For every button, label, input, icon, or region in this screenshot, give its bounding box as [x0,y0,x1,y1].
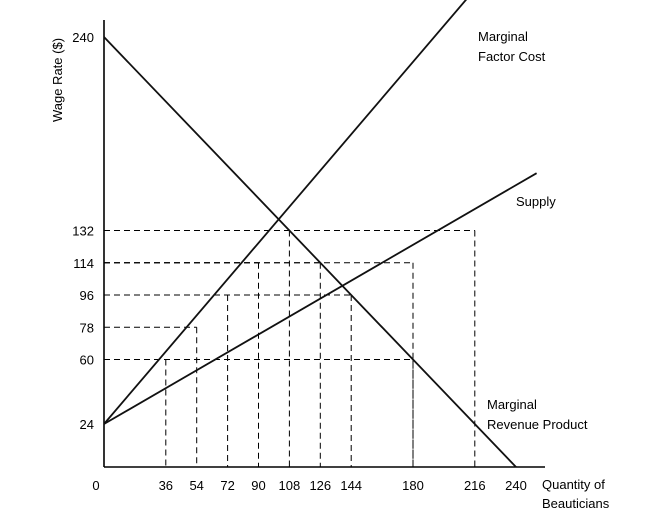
x-tick-label-180: 180 [402,478,424,493]
mrp-label-line-2: Revenue Product [487,417,588,432]
y-tick-label-114: 114 [73,256,94,271]
y-tick-label-96: 96 [80,288,94,303]
y-tick-label-132: 132 [72,224,94,239]
mfc-label-line-2: Factor Cost [478,49,546,64]
mrp-label-line-1: Marginal [487,397,537,412]
mrp-curve [103,36,517,468]
x-tick-label-216: 216 [464,478,486,493]
mfc-curve [103,0,468,425]
x-tick-label-240: 240 [505,478,527,493]
supply-label: Supply [516,194,556,209]
x-tick-label-144: 144 [340,478,362,493]
y-tick-label-60: 60 [80,353,94,368]
x-tick-label-72: 72 [220,478,234,493]
x-tick-label-36: 36 [159,478,173,493]
supply-curve [103,172,538,425]
tick-labels: 36 54 72 90 108 126 144 180 216 240 24 60 78 96 114 132… [72,30,527,493]
x-axis-label-line-2: Beauticians [542,496,610,511]
mfc-label-line-1: Marginal [478,29,528,44]
y-tick-label-78: 78 [80,320,94,335]
x-tick-label-108: 108 [279,478,301,493]
curves [103,0,538,468]
x-tick-label-54: 54 [189,478,203,493]
x-tick-label-90: 90 [251,478,265,493]
origin-label: 0 [92,478,99,493]
x-axis-label-line-1: Quantity of [542,477,605,492]
axes [103,20,545,468]
y-tick-label-24: 24 [80,417,94,432]
y-tick-label-240: 240 [72,30,94,45]
x-tick-label-126: 126 [309,478,331,493]
guide-lines [104,230,476,467]
labels: Wage Rate ($) 0 Quantity of Beauticians … [50,29,610,511]
y-axis-label: Wage Rate ($) [50,38,65,122]
